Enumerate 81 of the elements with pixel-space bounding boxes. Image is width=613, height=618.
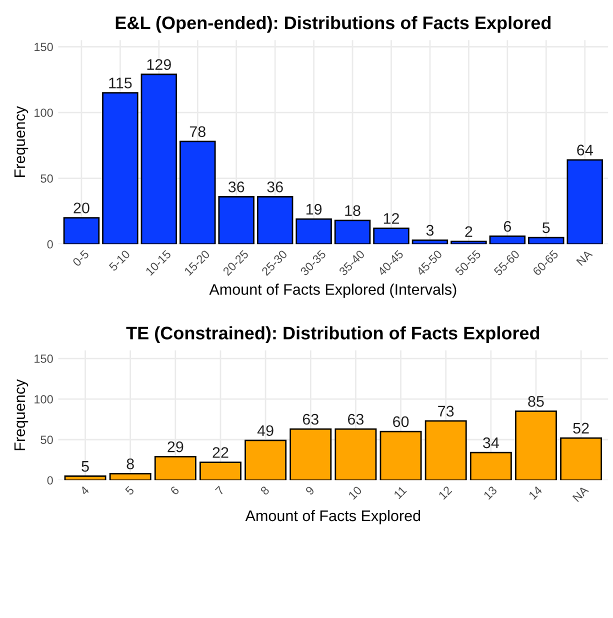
bar [63, 217, 100, 244]
x-tick-label: 10 [348, 486, 362, 500]
bar [64, 475, 106, 480]
x-tick-label: 11 [393, 486, 407, 500]
y-tick-label: 150 [34, 354, 53, 363]
data-label: 36 [267, 182, 283, 192]
chart-title: TE (Constrained): Distribution of Facts Explored [126, 326, 540, 344]
data-label: 2 [465, 226, 472, 237]
bar [296, 218, 332, 244]
data-label: 5 [542, 222, 550, 234]
x-tick-label: 5 [124, 486, 135, 496]
bar [102, 92, 138, 244]
data-label: 34 [483, 437, 499, 448]
bar [560, 437, 602, 480]
bar [200, 462, 242, 480]
bar [109, 473, 152, 480]
y-tick-label: 100 [34, 395, 53, 404]
data-label: 52 [573, 422, 589, 434]
data-label: 3 [426, 224, 434, 236]
bar [256, 196, 294, 244]
y-tick-label: 50 [40, 174, 53, 183]
y-tick-label: 0 [47, 476, 53, 485]
data-label: 36 [228, 182, 244, 192]
bar [424, 420, 467, 480]
bar [290, 428, 332, 480]
bar [244, 440, 287, 480]
x-tick-label: 5-10 [108, 250, 130, 272]
y-tick-label: 100 [34, 108, 53, 117]
bar [140, 74, 178, 244]
data-label: 63 [348, 414, 364, 425]
bar [154, 456, 196, 480]
data-label: 6 [504, 220, 511, 232]
data-label: 49 [257, 425, 274, 436]
data-label: 63 [302, 414, 318, 425]
data-label: 64 [577, 144, 593, 156]
data-label: 85 [528, 396, 544, 407]
data-label: 19 [306, 204, 322, 215]
x-tick-label: 0-5 [72, 250, 90, 267]
chart-title: E&L (Open-ended): Distributions of Facts Explored [116, 16, 551, 33]
bar [380, 430, 422, 480]
bar [489, 236, 526, 244]
data-label: 8 [126, 458, 134, 470]
bar [566, 159, 603, 244]
bar [528, 236, 564, 244]
data-label: 129 [147, 59, 171, 70]
bar [412, 239, 448, 244]
x-tick-label: 8 [260, 486, 270, 496]
data-label: 22 [212, 447, 228, 458]
data-label: 60 [393, 416, 409, 428]
data-label: 5 [82, 461, 89, 472]
x-tick-label: 9 [305, 486, 315, 496]
y-tick-label: 0 [47, 240, 53, 249]
y-tick-label: 150 [34, 42, 53, 52]
data-label: 29 [168, 441, 184, 452]
x-tick-label: 14 [528, 486, 543, 500]
x-tick-label: 13 [483, 486, 498, 500]
bar [218, 196, 254, 244]
data-label: 20 [74, 202, 90, 214]
x-tick-label: 12 [438, 486, 452, 500]
x-tick-label: 4 [80, 486, 90, 496]
bar [470, 452, 512, 480]
data-label: 73 [438, 406, 454, 417]
x-tick-label: 6 [170, 486, 180, 496]
data-label: 78 [190, 126, 206, 138]
x-axis-title: Amount of Facts Explored [245, 510, 420, 524]
data-label: 18 [345, 205, 360, 216]
data-label: 12 [384, 213, 399, 224]
y-axis-title: Frequency [14, 379, 28, 450]
bar [373, 228, 410, 244]
bar [180, 140, 216, 244]
x-tick-label: NA [576, 249, 593, 266]
data-label: 115 [109, 78, 132, 88]
y-tick-label: 50 [40, 436, 53, 444]
x-tick-label: NA [572, 485, 589, 502]
bar [334, 428, 377, 480]
x-axis-title: Amount of Facts Explored (Intervals) [209, 284, 456, 298]
bar [515, 410, 557, 480]
bar [334, 220, 371, 244]
y-axis-title: Frequency [14, 106, 28, 177]
x-tick-label: 7 [215, 486, 225, 496]
bar [450, 240, 487, 244]
